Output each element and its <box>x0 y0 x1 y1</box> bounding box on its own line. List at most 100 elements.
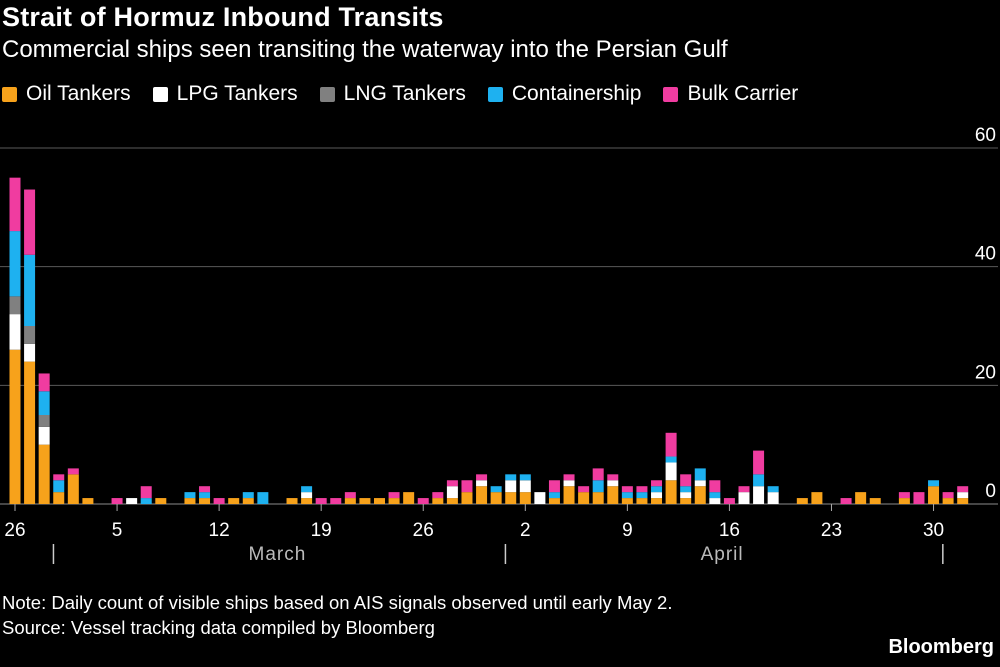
bar-bulk-carrier-43 <box>636 486 648 493</box>
bar-oil-tankers-5 <box>82 498 94 504</box>
bar-bulk-carrier-31 <box>461 480 473 493</box>
x-tick-label-4: 26 <box>413 520 434 541</box>
bar-bulk-carrier-14 <box>213 498 225 504</box>
bar-lpg-tankers-0 <box>9 314 21 350</box>
bar-containership-1 <box>24 254 36 326</box>
bloomberg-logo: Bloomberg <box>888 636 994 658</box>
bar-lpg-tankers-8 <box>126 498 138 504</box>
chart-subtitle: Commercial ships seen transiting the wat… <box>2 36 728 63</box>
source-text: Source: Vessel tracking data compiled by… <box>2 617 435 638</box>
legend-label-bulk-carrier: Bulk Carrier <box>687 82 799 105</box>
legend-item-lng-tankers: LNG Tankers <box>319 82 466 106</box>
month-label-march: March <box>249 544 307 565</box>
bar-oil-tankers-19 <box>286 498 298 504</box>
bar-oil-tankers-4 <box>67 474 79 504</box>
bar-bulk-carrier-41 <box>607 474 619 481</box>
y-tick-label-40: 40 <box>975 244 996 265</box>
bar-oil-tankers-63 <box>928 486 940 504</box>
bar-oil-tankers-61 <box>898 498 910 504</box>
legend-swatch-lpg-tankers <box>152 86 168 102</box>
bar-lpg-tankers-41 <box>607 480 619 487</box>
bar-bulk-carrier-39 <box>578 486 590 493</box>
bar-oil-tankers-42 <box>621 498 633 504</box>
bar-bulk-carrier-9 <box>140 486 152 499</box>
bar-lpg-tankers-30 <box>446 486 458 499</box>
x-tick-label-0: 26 <box>4 520 25 541</box>
bar-oil-tankers-20 <box>301 498 313 504</box>
bar-oil-tankers-47 <box>694 486 706 504</box>
bar-oil-tankers-25 <box>374 498 385 504</box>
bar-containership-35 <box>519 474 531 481</box>
bar-bulk-carrier-22 <box>330 498 342 504</box>
bar-bulk-carrier-57 <box>840 498 852 504</box>
x-tick-label-9: 30 <box>923 520 944 541</box>
bar-lpg-tankers-2 <box>38 426 50 445</box>
x-tick-label-1: 5 <box>112 520 123 541</box>
bar-containership-16 <box>242 492 254 499</box>
bar-lpg-tankers-32 <box>476 480 488 487</box>
y-tick-label-20: 20 <box>975 362 996 383</box>
bar-bulk-carrier-37 <box>548 480 560 493</box>
bar-oil-tankers-10 <box>155 498 167 504</box>
bar-lng-tankers-0 <box>9 296 21 315</box>
bar-bulk-carrier-64 <box>942 492 954 499</box>
bar-containership-45 <box>665 456 677 463</box>
legend: Oil Tankers LPG Tankers LNG Tankers Cont… <box>2 82 798 106</box>
bar-bulk-carrier-29 <box>432 492 444 499</box>
bar-oil-tankers-3 <box>53 492 65 504</box>
legend-item-containership: Containership <box>487 82 642 106</box>
bar-oil-tankers-43 <box>636 498 648 504</box>
bar-lpg-tankers-34 <box>505 480 517 493</box>
bar-oil-tankers-65 <box>957 498 969 504</box>
bar-containership-42 <box>621 492 633 499</box>
bar-bulk-carrier-46 <box>680 474 692 487</box>
bar-oil-tankers-13 <box>199 498 211 504</box>
bar-bulk-carrier-51 <box>753 450 765 475</box>
bar-oil-tankers-37 <box>548 498 560 504</box>
legend-item-oil-tankers: Oil Tankers <box>2 82 131 106</box>
bar-bulk-carrier-62 <box>913 492 925 504</box>
bar-bulk-carrier-45 <box>665 432 677 457</box>
bar-containership-63 <box>928 480 940 487</box>
bar-containership-17 <box>257 492 269 504</box>
bar-lpg-tankers-1 <box>24 343 36 362</box>
bar-oil-tankers-2 <box>38 444 50 504</box>
bar-oil-tankers-54 <box>796 498 808 504</box>
legend-swatch-bulk-carrier <box>663 86 679 102</box>
bar-containership-48 <box>709 492 721 499</box>
bar-lpg-tankers-48 <box>709 498 721 504</box>
legend-swatch-containership <box>487 86 503 102</box>
bar-oil-tankers-38 <box>563 486 575 504</box>
bar-oil-tankers-33 <box>490 492 502 504</box>
bar-lng-tankers-2 <box>38 415 50 427</box>
bar-oil-tankers-26 <box>388 498 400 504</box>
bar-oil-tankers-58 <box>855 492 867 504</box>
bar-lpg-tankers-38 <box>563 480 575 487</box>
bar-containership-13 <box>199 492 211 499</box>
bar-oil-tankers-0 <box>9 349 21 504</box>
bar-oil-tankers-16 <box>242 498 254 504</box>
bar-oil-tankers-12 <box>184 498 196 504</box>
x-tick-label-2: 12 <box>209 520 230 541</box>
bar-oil-tankers-29 <box>432 498 444 504</box>
bar-oil-tankers-35 <box>519 492 531 504</box>
legend-label-containership: Containership <box>511 82 642 105</box>
bar-lpg-tankers-44 <box>651 492 663 499</box>
bar-bulk-carrier-40 <box>592 468 604 481</box>
bar-lpg-tankers-45 <box>665 462 677 481</box>
bar-oil-tankers-15 <box>228 498 240 504</box>
bar-lpg-tankers-47 <box>694 480 706 487</box>
bar-lpg-tankers-65 <box>957 492 969 499</box>
x-tick-label-6: 9 <box>622 520 633 541</box>
bar-bulk-carrier-61 <box>898 492 910 499</box>
bar-bulk-carrier-4 <box>67 468 79 475</box>
bar-containership-20 <box>301 486 313 493</box>
x-tick-label-3: 19 <box>311 520 332 541</box>
bar-bulk-carrier-50 <box>738 486 750 493</box>
x-tick-label-7: 16 <box>719 520 740 541</box>
note-text: Note: Daily count of visible ships based… <box>2 592 673 613</box>
bar-bulk-carrier-3 <box>53 474 65 481</box>
footnote: Note: Daily count of visible ships based… <box>2 590 672 640</box>
bar-bulk-carrier-49 <box>723 498 735 504</box>
bar-oil-tankers-23 <box>344 498 356 504</box>
